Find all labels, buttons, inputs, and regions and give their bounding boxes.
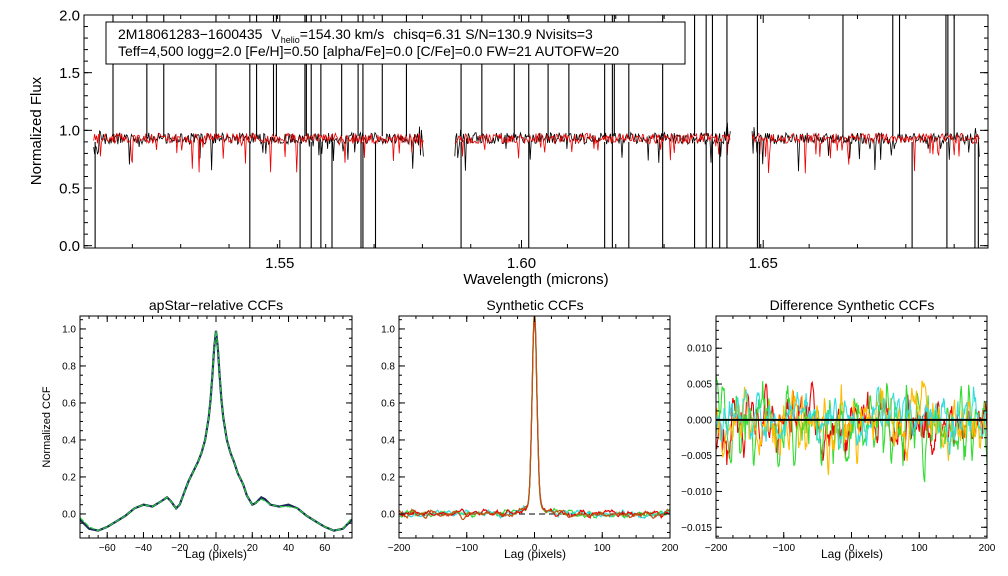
y-tick-label: −0.005 bbox=[681, 451, 712, 462]
synthetic-ccf-plot-frame bbox=[398, 315, 671, 539]
vhelio-label: V bbox=[271, 26, 281, 42]
x-tick-label: 100 bbox=[594, 543, 611, 554]
y-tick-label: 0.8 bbox=[62, 361, 76, 372]
apstar-ccf-plot-frame bbox=[79, 315, 353, 539]
difference-ccf-panel: Difference Synthetic CCFs −200 −100 0 100 20… bbox=[681, 297, 996, 561]
spectrum-y-axis-label: Normalized Flux bbox=[28, 76, 45, 185]
x-tick-label: 0 bbox=[213, 543, 219, 554]
y-tick-label: 0.2 bbox=[62, 472, 76, 483]
spectrum-plot-frame bbox=[83, 14, 989, 249]
vhelio-subscript: helio bbox=[281, 35, 300, 45]
synthetic-ccf-title: Synthetic CCFs bbox=[486, 297, 583, 313]
difference-ccf-series-line bbox=[716, 385, 987, 455]
spectrum-annotation-box bbox=[105, 21, 686, 65]
y-tick-label: 0.000 bbox=[687, 415, 712, 426]
vhelio-value: =154.30 km/s bbox=[300, 26, 384, 42]
x-tick-label: −40 bbox=[135, 543, 152, 554]
y-tick-label: 1.0 bbox=[59, 123, 80, 140]
y-tick-label: 1.0 bbox=[62, 324, 76, 335]
x-tick-label: −20 bbox=[171, 543, 188, 554]
synthetic-ccf-series-line bbox=[399, 316, 670, 520]
x-tick-label: 200 bbox=[979, 543, 996, 554]
difference-ccf-ticks: −200 −100 0 100 200 0.010 0.005 0.000 −0.005 −0.0… bbox=[681, 316, 996, 554]
x-tick-label: −100 bbox=[772, 543, 795, 554]
x-tick-label: 1.60 bbox=[507, 255, 536, 272]
y-tick-label: 1.0 bbox=[381, 324, 395, 335]
synthetic-ccf-series-line bbox=[399, 316, 670, 521]
x-tick-label: 20 bbox=[247, 543, 259, 554]
difference-ccf-series-line bbox=[716, 380, 987, 476]
spectrum-annotation-line1: 2M18061283−1600435 Vhelio=154.30 km/s chis… bbox=[118, 26, 593, 45]
fit-stats: chisq=6.31 S/N=130.9 Nvisits=3 bbox=[393, 26, 593, 42]
x-tick-label: −200 bbox=[705, 543, 728, 554]
apstar-ccf-panel: apStar−relative CCFs −60 −40 −20 0 20 40 60 0.0… bbox=[41, 297, 353, 561]
x-tick-label: 0 bbox=[532, 543, 538, 554]
x-tick-label: 0 bbox=[849, 543, 855, 554]
apstar-ccf-x-axis-label: Lag (pixels) bbox=[185, 547, 247, 561]
spectrum-panel: 1.55 1.60 1.65 0.0 0.5 1.0 1.5 2.0 2M18061283−1… bbox=[28, 7, 989, 288]
apstar-ccf-y-axis-label: Normalized CCF bbox=[41, 386, 53, 468]
synthetic-ccf-data-layer bbox=[399, 316, 670, 521]
y-tick-label: −0.015 bbox=[681, 523, 712, 534]
x-tick-label: 60 bbox=[319, 543, 331, 554]
y-tick-label: 0.2 bbox=[381, 472, 395, 483]
x-tick-label: 40 bbox=[283, 543, 295, 554]
model-spectrum-line bbox=[93, 132, 980, 174]
x-tick-label: −60 bbox=[99, 543, 116, 554]
apstar-ccf-title: apStar−relative CCFs bbox=[149, 297, 283, 313]
y-tick-label: 0.0 bbox=[62, 509, 76, 520]
star-id: 2M18061283−1600435 bbox=[118, 26, 263, 42]
synthetic-ccf-series-line bbox=[399, 316, 670, 519]
synthetic-ccf-panel: Synthetic CCFs −200 −100 0 100 200 0.0 0.2 0.4 0… bbox=[381, 297, 679, 561]
y-tick-label: 0.4 bbox=[381, 435, 395, 446]
y-tick-label: −0.010 bbox=[681, 487, 712, 498]
observed-spectrum-line bbox=[93, 122, 980, 172]
synthetic-ccf-x-axis-label: Lag (pixels) bbox=[504, 547, 566, 561]
y-tick-label: 1.5 bbox=[59, 65, 80, 82]
y-tick-label: 0.010 bbox=[687, 344, 712, 355]
apstar-ccf-data-layer bbox=[80, 330, 352, 532]
difference-ccf-title: Difference Synthetic CCFs bbox=[770, 297, 935, 313]
difference-ccf-x-axis-label: Lag (pixels) bbox=[821, 547, 883, 561]
apstar-ccf-series-line bbox=[80, 330, 352, 532]
y-tick-label: 0.6 bbox=[381, 398, 395, 409]
spectrum-annotation-line2: Teff=4,500 logg=2.0 [Fe/H]=0.50 [alpha/F… bbox=[118, 43, 619, 59]
spectrum-ticks: 1.55 1.60 1.65 0.0 0.5 1.0 1.5 2.0 bbox=[59, 7, 988, 272]
synthetic-ccf-ticks: −200 −100 0 100 200 0.0 0.2 0.4 0.6 0.8 1.0 bbox=[381, 316, 679, 554]
y-tick-label: 0.5 bbox=[59, 180, 80, 197]
x-tick-label: 100 bbox=[911, 543, 928, 554]
y-tick-label: 0.0 bbox=[381, 509, 395, 520]
y-tick-label: 2.0 bbox=[59, 7, 80, 24]
spectrum-x-axis-label: Wavelength (microns) bbox=[463, 271, 608, 288]
y-tick-label: 0.8 bbox=[381, 361, 395, 372]
x-tick-label: −200 bbox=[388, 543, 411, 554]
apstar-ccf-ticks: −60 −40 −20 0 20 40 60 0.0 0.2 0.4 0.6 0.8 1.0 bbox=[62, 316, 353, 554]
x-tick-label: 200 bbox=[662, 543, 679, 554]
x-tick-label: 1.55 bbox=[265, 255, 294, 272]
y-tick-label: 0.6 bbox=[62, 398, 76, 409]
y-tick-label: 0.4 bbox=[62, 435, 76, 446]
difference-ccf-data-layer bbox=[716, 373, 987, 483]
x-tick-label: 1.65 bbox=[749, 255, 778, 272]
y-tick-label: 0.0 bbox=[59, 238, 80, 255]
apstar-ccf-series-line bbox=[80, 330, 352, 532]
synthetic-ccf-series-line bbox=[399, 316, 670, 520]
y-tick-label: 0.005 bbox=[687, 380, 712, 391]
x-tick-label: −100 bbox=[455, 543, 478, 554]
